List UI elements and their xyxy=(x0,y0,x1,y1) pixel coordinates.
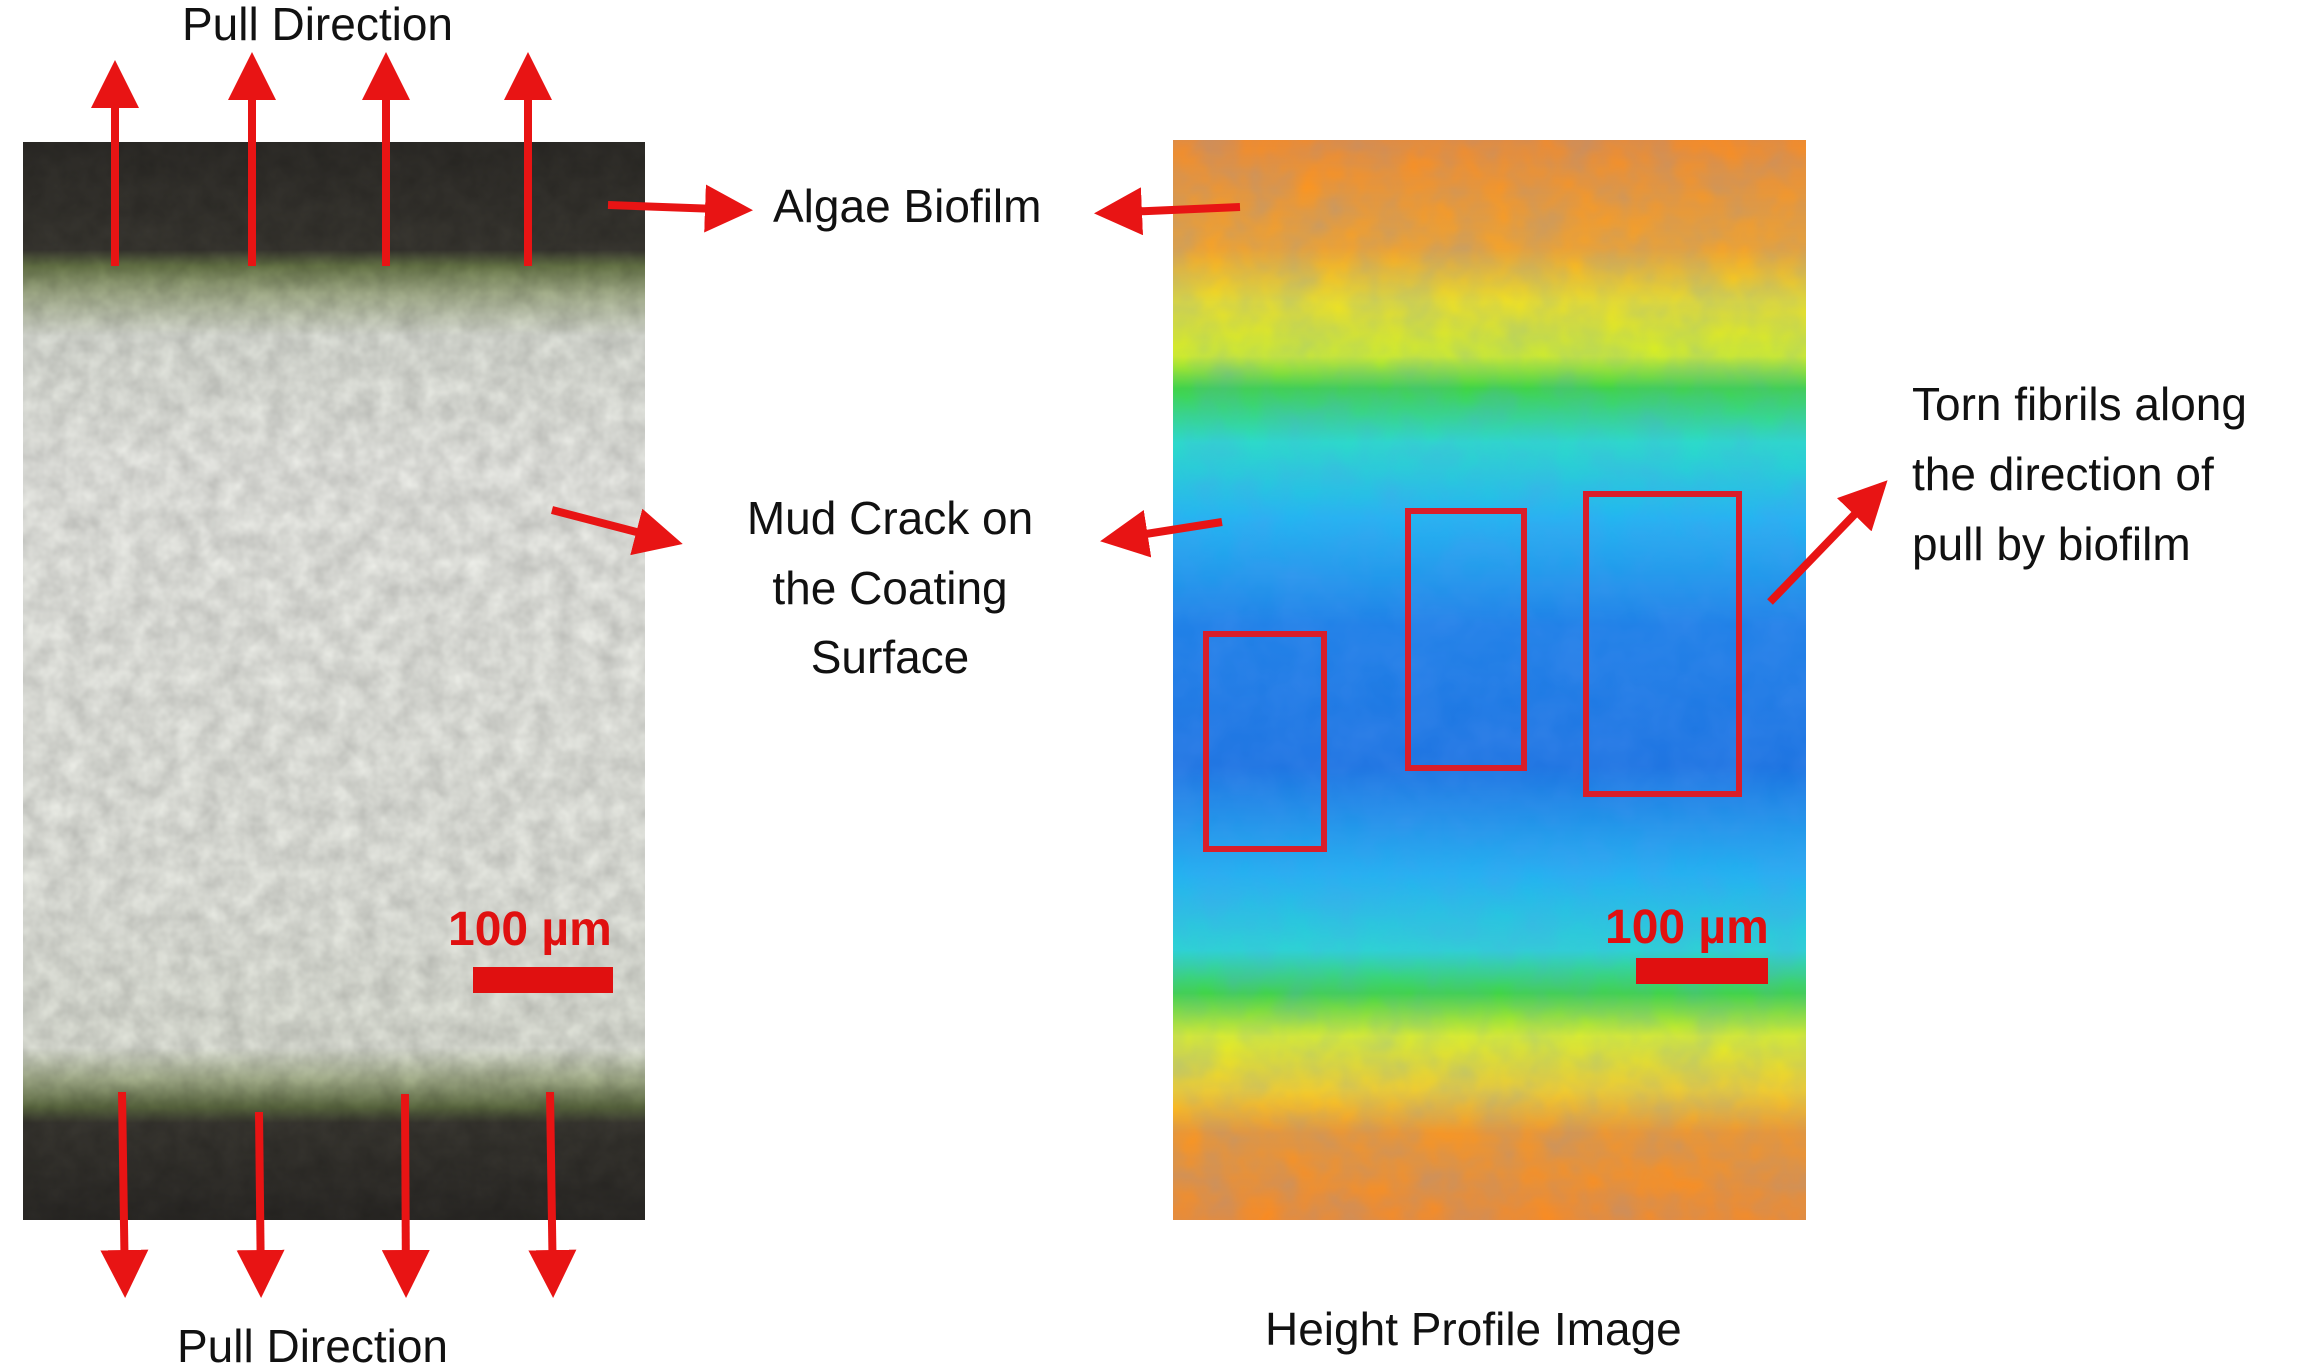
fibril-highlight-boxes xyxy=(1203,491,1742,852)
torn-fibrils-line-1: Torn fibrils along xyxy=(1912,378,2247,430)
scale-bar-right: 100 µm xyxy=(1605,901,1769,984)
algae-biofilm-label: Algae Biofilm xyxy=(773,180,1041,232)
pull-arrow-bottom-1 xyxy=(100,1091,149,1298)
torn-fibrils-arrow xyxy=(1767,480,1888,605)
torn-fibrils-line-3: pull by biofilm xyxy=(1912,518,2191,570)
height-profile-caption: Height Profile Image xyxy=(1265,1303,1682,1355)
torn-fibrils-line-2: the direction of xyxy=(1912,448,2214,500)
pull-arrows-bottom xyxy=(100,1091,577,1298)
scale-bar-right-label: 100 µm xyxy=(1605,901,1769,954)
mud-crack-line-2: the Coating xyxy=(772,562,1007,614)
mud-crack-line-3: Surface xyxy=(811,631,970,683)
scale-bar-left-bar xyxy=(473,967,613,993)
right-heatmap-panel xyxy=(1173,140,1806,1220)
mud-crack-arrow-left xyxy=(550,506,683,556)
scale-bar-left: 100 µm xyxy=(448,903,613,993)
annotation-arrows xyxy=(550,184,1888,605)
left-micrograph-texture xyxy=(23,142,645,1220)
algae-arrow-left xyxy=(607,184,753,233)
scale-bar-left-label: 100 µm xyxy=(448,903,612,956)
mud-crack-line-1: Mud Crack on xyxy=(747,492,1033,544)
left-micrograph-panel xyxy=(23,142,645,1220)
pull-arrows-top xyxy=(91,52,552,266)
pull-arrow-bottom-3 xyxy=(381,1093,430,1298)
height-profile-texture xyxy=(1173,140,1806,1220)
pull-arrow-bottom-4 xyxy=(528,1091,577,1298)
torn-fibrils-label: Torn fibrils along the direction of pull… xyxy=(1912,378,2247,570)
fibril-box-1 xyxy=(1203,631,1327,852)
pull-direction-top-label: Pull Direction xyxy=(182,0,453,50)
pull-direction-bottom-label: Pull Direction xyxy=(177,1320,448,1369)
fibril-box-2 xyxy=(1405,508,1527,771)
scale-bar-right-bar xyxy=(1636,958,1768,984)
mud-crack-label: Mud Crack on the Coating Surface xyxy=(747,492,1033,683)
algae-arrow-right xyxy=(1094,187,1241,236)
pull-arrow-bottom-2 xyxy=(236,1111,285,1298)
mud-crack-arrow-right xyxy=(1100,510,1223,558)
fibril-box-3 xyxy=(1583,491,1742,797)
